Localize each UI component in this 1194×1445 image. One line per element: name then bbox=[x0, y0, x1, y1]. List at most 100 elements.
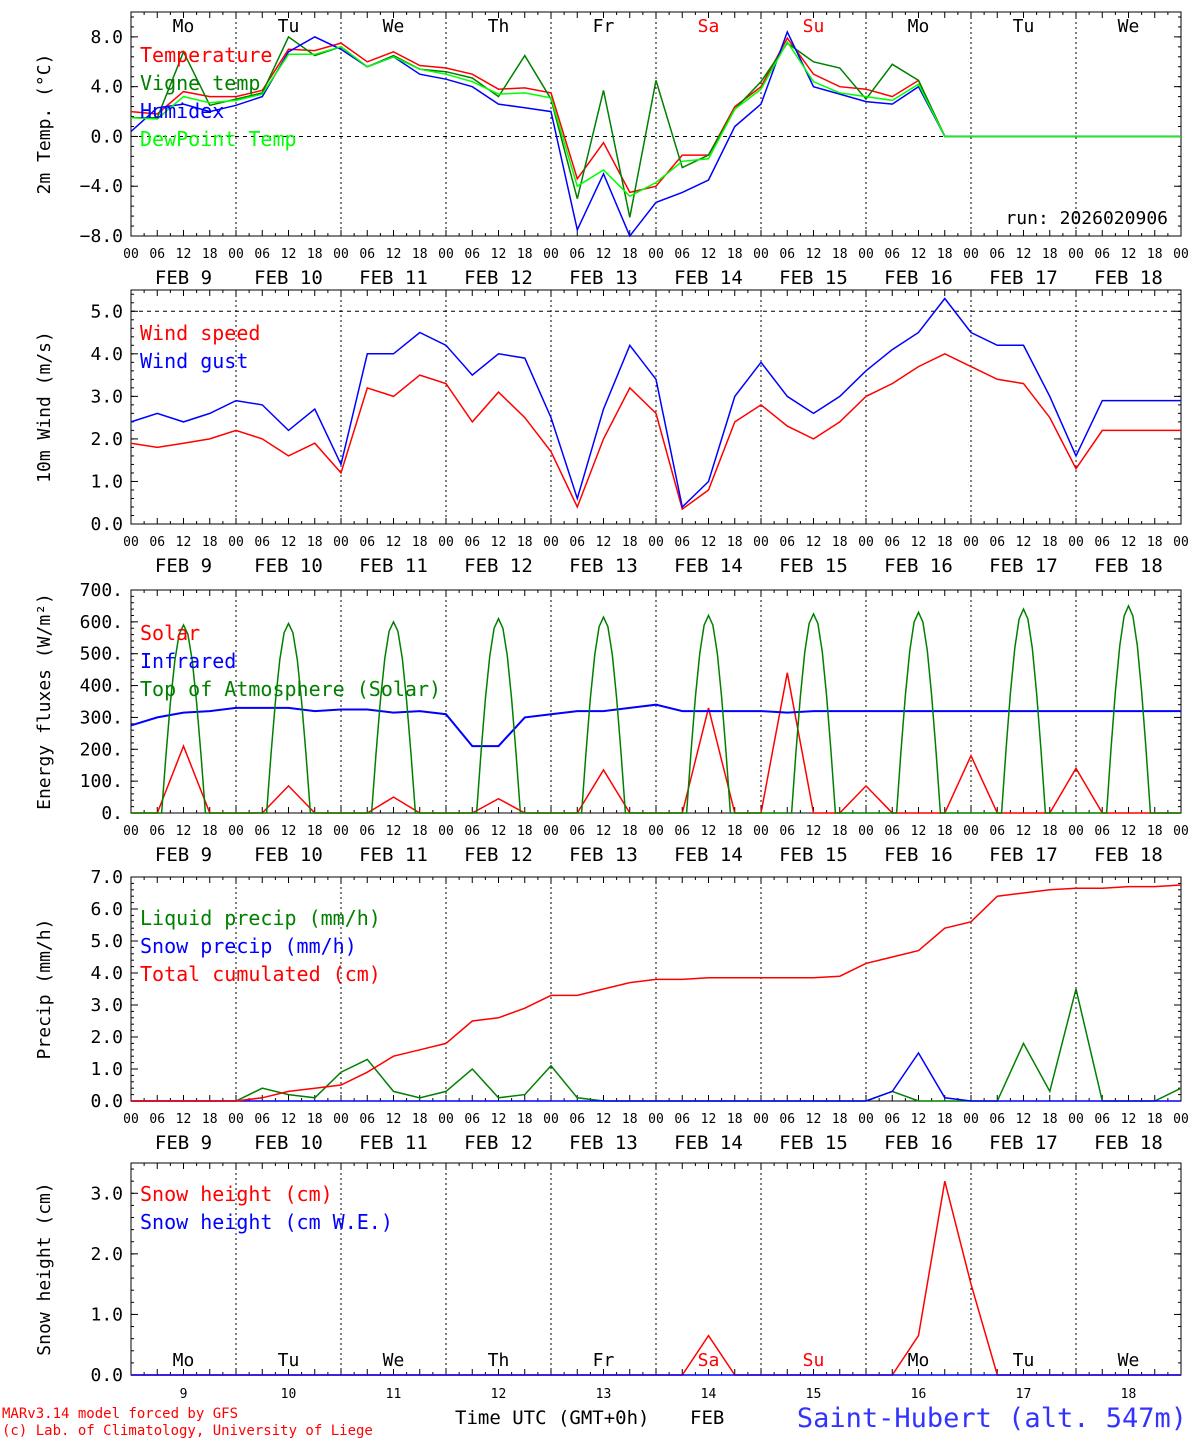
hour-tick-label: 12 bbox=[701, 1112, 717, 1127]
hour-tick-label: 18 bbox=[412, 1112, 428, 1127]
hour-tick-label: 06 bbox=[779, 1112, 795, 1127]
weekday-label: Sa bbox=[698, 16, 720, 37]
hour-tick-label: 00 bbox=[123, 1112, 139, 1127]
day-label: FEB 14 bbox=[674, 844, 743, 866]
hour-tick-label: 18 bbox=[937, 535, 953, 550]
hour-tick-label: 18 bbox=[307, 535, 323, 550]
hour-tick-label: 12 bbox=[596, 824, 612, 839]
weekday-label: Mo bbox=[908, 16, 930, 37]
hour-tick-label: 00 bbox=[123, 535, 139, 550]
hour-tick-label: 06 bbox=[569, 1112, 585, 1127]
hour-tick-label: 00 bbox=[963, 247, 979, 262]
y-axis-label: 2m Temp. (°C) bbox=[34, 54, 55, 195]
hour-tick-label: 00 bbox=[1068, 535, 1084, 550]
day-label: FEB 12 bbox=[464, 267, 533, 289]
hour-tick-label: 06 bbox=[359, 535, 375, 550]
hour-tick-label: 18 bbox=[832, 535, 848, 550]
weekday-label: Su bbox=[803, 1350, 825, 1371]
hour-tick-label: 18 bbox=[1147, 824, 1163, 839]
hour-tick-label: 06 bbox=[884, 1112, 900, 1127]
hour-tick-label: 12 bbox=[176, 247, 192, 262]
panel-snow: 3.0 2.0 1.0 0.0 Snow height (cm) Snow height … bbox=[34, 1162, 1182, 1402]
hour-tick-label: 06 bbox=[254, 247, 270, 262]
hour-tick-label: 12 bbox=[1121, 535, 1137, 550]
hour-tick-label: 06 bbox=[1094, 824, 1110, 839]
day-number-label: 9 bbox=[180, 1387, 188, 1402]
hour-tick-label: 00 bbox=[858, 1112, 874, 1127]
y-axis-label: Snow height (cm) bbox=[34, 1182, 55, 1355]
series-line-wind-gust bbox=[130, 297, 1181, 509]
hour-tick-label: 12 bbox=[176, 824, 192, 839]
station-title: Saint-Hubert (alt. 547m) bbox=[797, 1403, 1187, 1434]
hour-tick-label: 18 bbox=[937, 1112, 953, 1127]
hour-tick-label: 18 bbox=[202, 247, 218, 262]
day-label: FEB 14 bbox=[674, 555, 743, 577]
hour-tick-label: 18 bbox=[202, 535, 218, 550]
y-tick-label: 500. bbox=[80, 644, 123, 665]
hour-tick-label: 06 bbox=[464, 535, 480, 550]
hour-tick-label: 18 bbox=[937, 824, 953, 839]
hour-tick-label: 12 bbox=[281, 535, 297, 550]
y-axis-label: Precip (mm/h) bbox=[34, 919, 55, 1060]
y-tick-label: 3.0 bbox=[90, 386, 123, 407]
day-label: FEB 15 bbox=[779, 555, 848, 577]
y-tick-label: 2.0 bbox=[90, 1244, 123, 1265]
hour-tick-label: 00 bbox=[1173, 824, 1189, 839]
day-label: FEB 17 bbox=[989, 844, 1058, 866]
hour-tick-label: 00 bbox=[543, 535, 559, 550]
hour-tick-label: 06 bbox=[989, 824, 1005, 839]
day-label: FEB 15 bbox=[779, 267, 848, 289]
hour-tick-label: 06 bbox=[149, 535, 165, 550]
hour-tick-label: 12 bbox=[596, 535, 612, 550]
day-label: FEB 10 bbox=[254, 267, 323, 289]
hour-tick-label: 00 bbox=[438, 824, 454, 839]
hour-tick-label: 00 bbox=[123, 824, 139, 839]
hour-tick-label: 18 bbox=[832, 1112, 848, 1127]
y-tick-label: 1.0 bbox=[90, 471, 123, 492]
hour-tick-label: 12 bbox=[701, 824, 717, 839]
hour-tick-label: 00 bbox=[858, 247, 874, 262]
hour-tick-label: 06 bbox=[254, 535, 270, 550]
hour-tick-label: 06 bbox=[884, 247, 900, 262]
hour-tick-label: 12 bbox=[1016, 824, 1032, 839]
month-label: FEB bbox=[690, 1407, 724, 1429]
y-axis-label: 10m Wind (m/s) bbox=[34, 331, 55, 483]
y-tick-label: −8.0 bbox=[80, 226, 123, 247]
hour-tick-label: 18 bbox=[832, 247, 848, 262]
hour-tick-label: 06 bbox=[674, 535, 690, 550]
hour-tick-label: 00 bbox=[753, 824, 769, 839]
hour-tick-label: 06 bbox=[989, 1112, 1005, 1127]
hour-tick-label: 18 bbox=[1147, 247, 1163, 262]
hour-tick-label: 06 bbox=[989, 247, 1005, 262]
weekday-label: We bbox=[383, 16, 405, 37]
hour-tick-label: 18 bbox=[727, 824, 743, 839]
weekday-label: Mo bbox=[173, 16, 195, 37]
legend-entry: Infrared bbox=[140, 649, 236, 673]
hour-tick-label: 18 bbox=[517, 535, 533, 550]
legend-entry: Snow height (cm) bbox=[140, 1182, 333, 1206]
hour-tick-label: 06 bbox=[254, 1112, 270, 1127]
hour-tick-label: 18 bbox=[1042, 247, 1058, 262]
x-axis-title: Time UTC (GMT+0h) bbox=[455, 1407, 649, 1429]
hour-tick-label: 06 bbox=[884, 824, 900, 839]
hour-tick-label: 18 bbox=[202, 824, 218, 839]
hour-tick-label: 18 bbox=[307, 247, 323, 262]
legend-entry: Snow height (cm W.E.) bbox=[140, 1210, 393, 1234]
hour-tick-label: 12 bbox=[386, 1112, 402, 1127]
legend-entry: Wind speed bbox=[140, 321, 260, 345]
hour-tick-label: 12 bbox=[1121, 247, 1137, 262]
hour-tick-label: 00 bbox=[1068, 1112, 1084, 1127]
hour-tick-label: 00 bbox=[228, 1112, 244, 1127]
hour-tick-label: 06 bbox=[149, 247, 165, 262]
hour-tick-label: 18 bbox=[1147, 1112, 1163, 1127]
hour-tick-label: 12 bbox=[1016, 247, 1032, 262]
hour-tick-label: 12 bbox=[491, 535, 507, 550]
hour-tick-label: 06 bbox=[674, 824, 690, 839]
day-number-label: 14 bbox=[701, 1387, 717, 1402]
hour-tick-label: 12 bbox=[1016, 535, 1032, 550]
panel-precip: 7.0 6.0 5.0 4.0 3.0 2.0 1.0 0.0 Precip (mm/h) Liq… bbox=[34, 867, 1189, 1154]
day-label: FEB 12 bbox=[464, 844, 533, 866]
day-label: FEB 12 bbox=[464, 1132, 533, 1154]
run-annotation: run: 2026020906 bbox=[1005, 208, 1168, 229]
hour-tick-label: 12 bbox=[281, 247, 297, 262]
